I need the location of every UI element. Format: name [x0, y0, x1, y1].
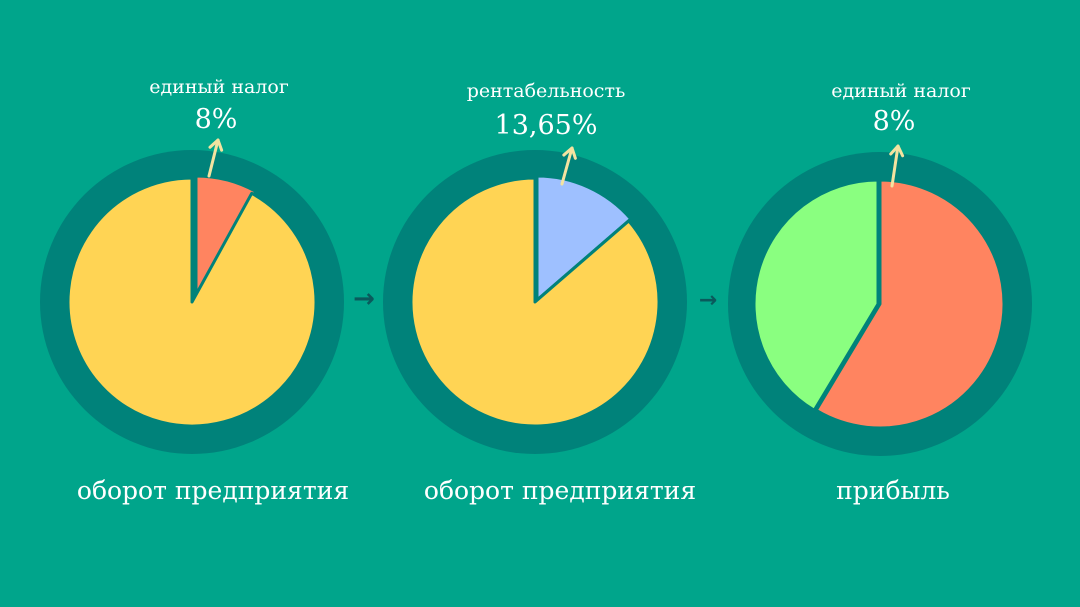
- pie-2-highlight-value: 13,65%: [494, 110, 598, 141]
- pie-3-slice-2: [752, 178, 880, 412]
- pie-2-slice-2: [409, 176, 661, 428]
- pie-3-callout-arrowhead: [889, 144, 905, 158]
- pie-3-highlight-label: единый налог: [831, 80, 971, 102]
- pie-2-callout-arrow: [560, 146, 574, 186]
- pie-1-callout-arrowhead: [208, 138, 224, 152]
- pie-3-slice-1: [814, 178, 1006, 430]
- pie-3-callout-arrow: [890, 144, 900, 188]
- pie-1-highlight-label: единый налог: [149, 76, 289, 98]
- pie-3-caption: прибыль: [836, 476, 950, 505]
- pie-1-caption: оборот предприятия: [76, 476, 350, 505]
- pie-2-caption: оборот предприятия: [423, 476, 697, 505]
- pie-2-slice-1: [535, 174, 633, 302]
- pie-1-callout-arrow: [207, 138, 220, 178]
- pie-1-highlight-value: 8%: [194, 104, 238, 135]
- pie-2-highlight-label: рентабельность: [466, 80, 626, 102]
- pie-3-highlight-value: 8%: [872, 106, 916, 137]
- flow-arrow-1: →: [353, 284, 375, 314]
- flow-arrow-2: →: [699, 288, 717, 313]
- pie-2-callout-arrowhead: [562, 146, 577, 160]
- pie-1-slice-2: [66, 176, 318, 428]
